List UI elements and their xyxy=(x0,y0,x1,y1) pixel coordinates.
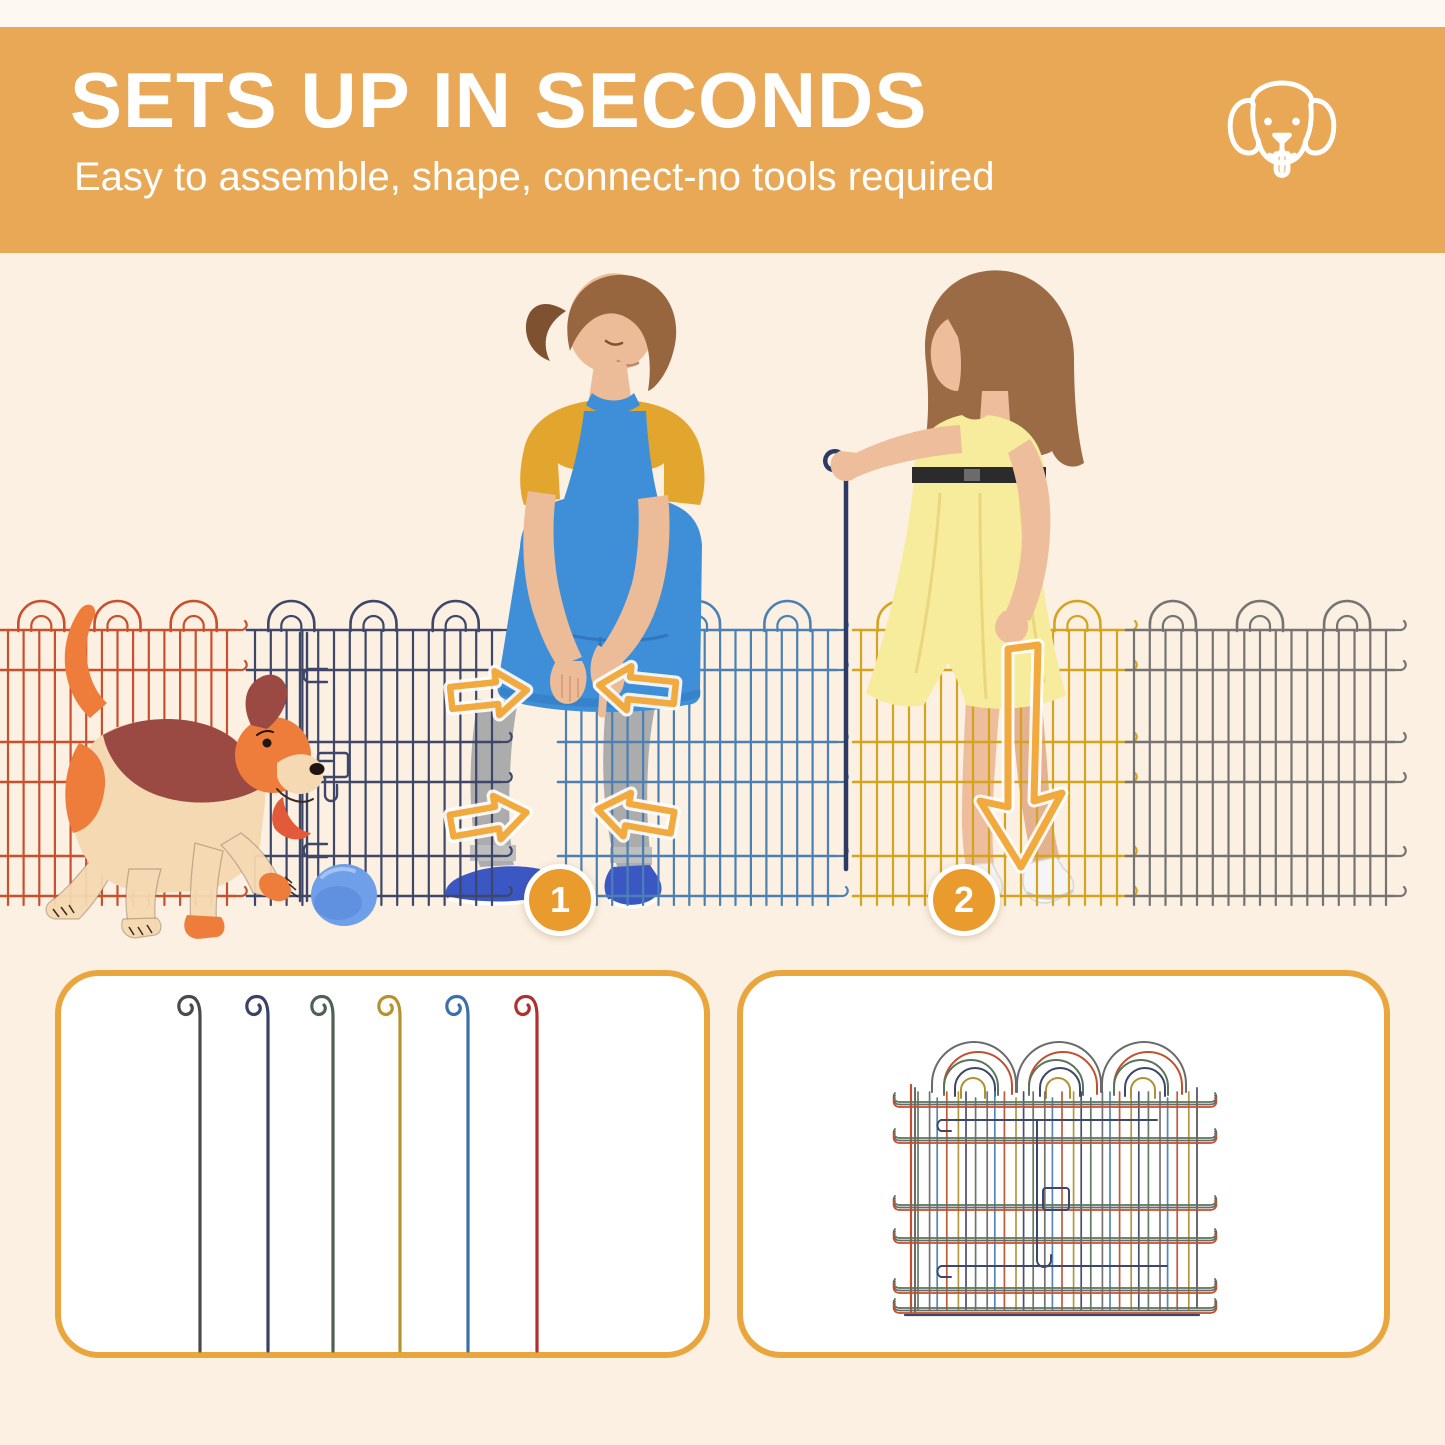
header-banner: SETS UP IN SECONDS Easy to assemble, sha… xyxy=(0,27,1445,253)
connect-arrow xyxy=(591,786,681,843)
blue-ball xyxy=(311,864,377,926)
stake xyxy=(445,994,470,1353)
puppy-illustration xyxy=(45,604,325,939)
page-title: SETS UP IN SECONDS xyxy=(70,56,928,144)
step-2-badge: 2 xyxy=(928,864,1000,936)
stake xyxy=(245,994,270,1353)
scene-graphic xyxy=(0,270,1407,939)
folded-panel-stack-graphic xyxy=(892,1041,1218,1317)
step-1-label: 1 xyxy=(549,879,571,920)
stake xyxy=(310,994,335,1353)
puppy-nose xyxy=(309,763,325,775)
insert-down-arrow xyxy=(973,638,1069,874)
connect-arrow xyxy=(443,789,533,846)
puppy-ear xyxy=(245,674,288,729)
folded-panels-card xyxy=(737,970,1390,1358)
folded-panel-stack xyxy=(892,1041,1218,1317)
puppy-eye xyxy=(262,738,272,748)
step-2-label: 2 xyxy=(953,879,975,920)
stake xyxy=(177,994,202,1353)
stake xyxy=(377,994,402,1353)
gray-panel xyxy=(1124,599,1407,907)
page-subtitle: Easy to assemble, shape, connect-no tool… xyxy=(74,155,995,199)
right-sneaker xyxy=(1022,856,1075,904)
dog-face-icon xyxy=(1227,80,1337,178)
connect-arrow xyxy=(592,659,683,717)
connector-stakes-card xyxy=(55,970,710,1358)
step-1-badge: 1 xyxy=(524,864,596,936)
puppy-tail xyxy=(64,604,107,718)
connector-stakes-graphic xyxy=(177,994,539,1353)
setup-scene: 1 2 xyxy=(0,253,1445,968)
assembler-woman xyxy=(497,273,705,718)
top-strip xyxy=(0,0,1445,27)
connect-arrow xyxy=(443,664,534,722)
stake xyxy=(514,994,539,1353)
connector-stakes xyxy=(177,994,539,1353)
